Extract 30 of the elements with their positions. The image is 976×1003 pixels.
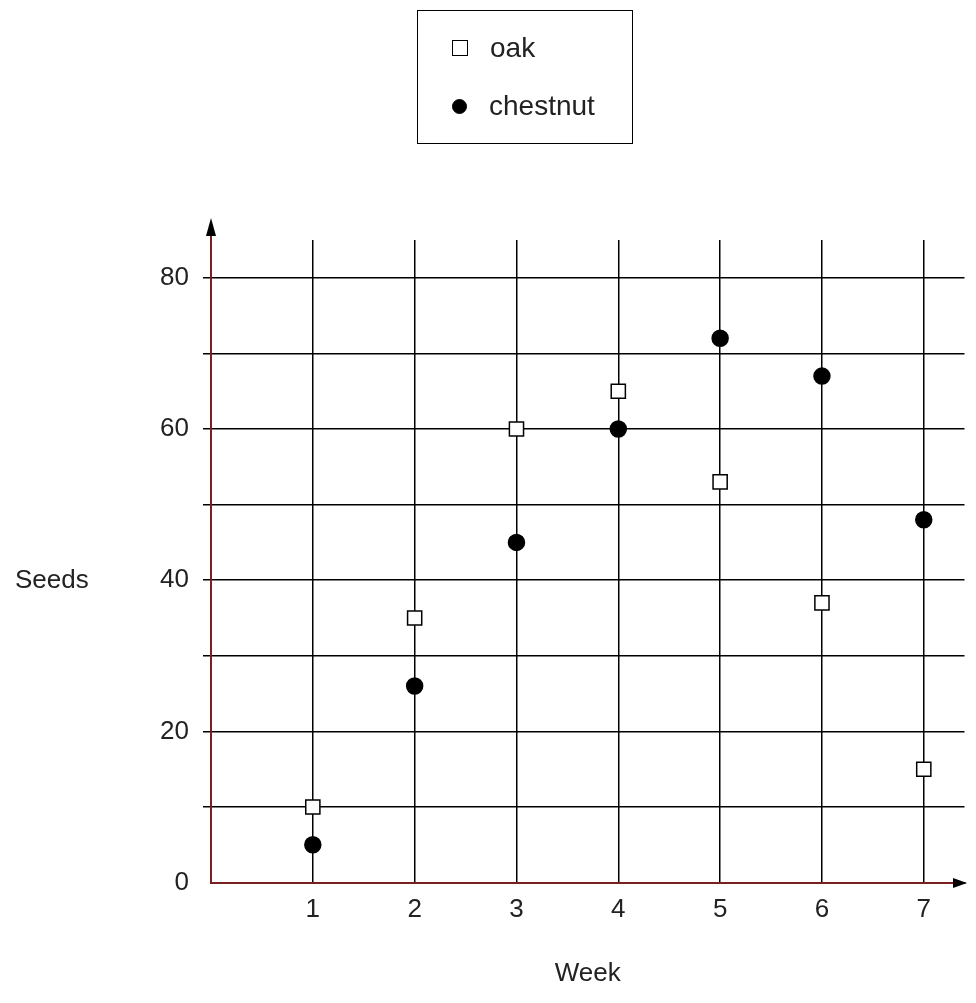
y-axis-title: Seeds [15,564,89,595]
point [406,610,423,626]
point [711,329,729,348]
point [915,761,932,778]
x-tick-label: 2 [407,893,422,924]
y-tick-label: 80 [160,260,189,291]
legend-label: chestnut [489,90,595,122]
point [712,474,728,490]
y-tick-label: 0 [174,865,189,896]
point [304,836,322,854]
x-tick-label: 1 [305,893,321,924]
point [915,510,933,529]
x-tick-label: 3 [509,893,524,924]
legend-label: oak [490,32,536,64]
x-tick-label: 4 [611,893,626,924]
x-tick-label: 5 [712,893,728,924]
x-axis-title: Week [554,956,622,987]
point [813,367,831,385]
x-tick-label: 7 [916,893,931,924]
point [305,799,321,815]
y-tick-label: 40 [160,563,189,594]
point [508,421,525,437]
point [507,533,526,552]
point [814,595,830,611]
point [405,677,424,695]
point [609,420,628,438]
y-tick-label: 20 [160,714,189,745]
point [610,383,627,400]
x-tick-label: 6 [814,893,830,924]
y-tick-label: 60 [160,412,189,443]
